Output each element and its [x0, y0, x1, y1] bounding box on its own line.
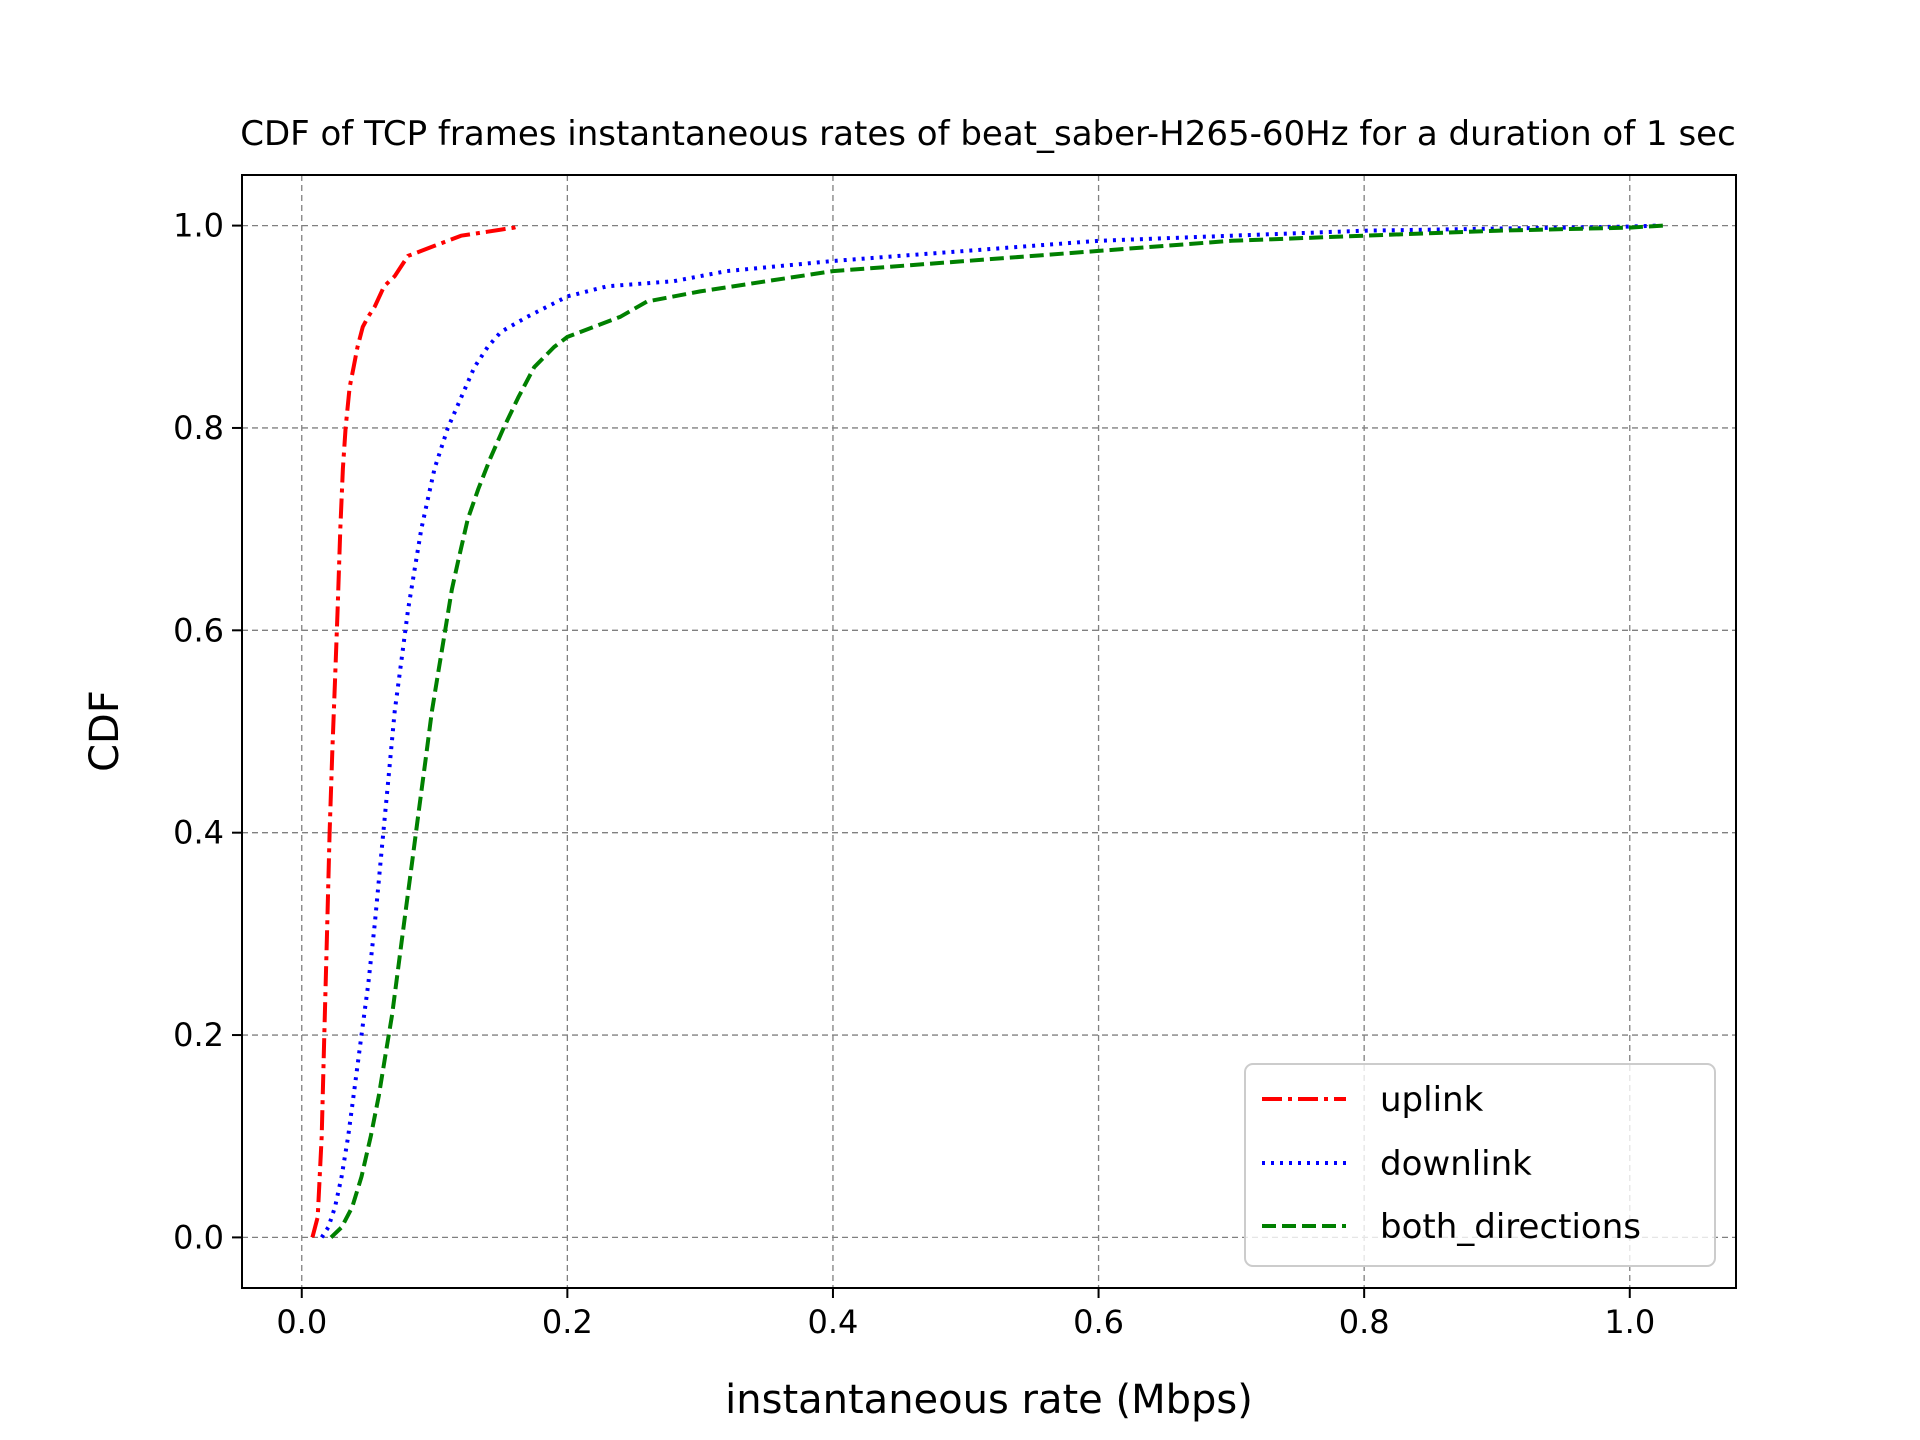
- y-tick-label: 1.0: [173, 207, 224, 245]
- x-tick-label: 0.6: [1073, 1303, 1124, 1341]
- y-tick-label: 0.6: [173, 611, 224, 649]
- y-tick-label: 0.4: [173, 814, 224, 852]
- series-line-both-directions: [329, 223, 1664, 1239]
- chart-title: CDF of TCP frames instantaneous rates of…: [240, 114, 1736, 154]
- series-line-downlink: [320, 223, 1657, 1239]
- y-tick-label: 0.2: [173, 1016, 224, 1054]
- legend-label-downlink: downlink: [1380, 1144, 1532, 1184]
- y-tick-label: 0.0: [173, 1218, 224, 1256]
- x-tick-label: 0.2: [542, 1303, 593, 1341]
- x-tick-label: 0.8: [1339, 1303, 1390, 1341]
- x-tick-label: 0.0: [276, 1303, 327, 1341]
- x-axis-label: instantaneous rate (Mbps): [725, 1377, 1253, 1423]
- x-tick-label: 1.0: [1604, 1303, 1655, 1341]
- y-axis-ticks: 0.0 0.2 0.4 0.6 0.8 1.0: [173, 207, 242, 1256]
- y-tick-label: 0.8: [173, 409, 224, 447]
- x-axis-ticks: 0.0 0.2 0.4 0.6 0.8 1.0: [276, 1288, 1655, 1341]
- series-line-uplink: [310, 223, 522, 1238]
- legend-label-both-directions: both_directions: [1380, 1207, 1641, 1247]
- y-axis-label: CDF: [82, 690, 128, 772]
- x-tick-label: 0.4: [808, 1303, 859, 1341]
- legend: uplink downlink both_directions: [1244, 1063, 1716, 1267]
- plot-frame: [241, 174, 1737, 1289]
- series-lines: [310, 223, 1664, 1239]
- legend-box: [1244, 1063, 1716, 1267]
- legend-label-uplink: uplink: [1380, 1080, 1484, 1120]
